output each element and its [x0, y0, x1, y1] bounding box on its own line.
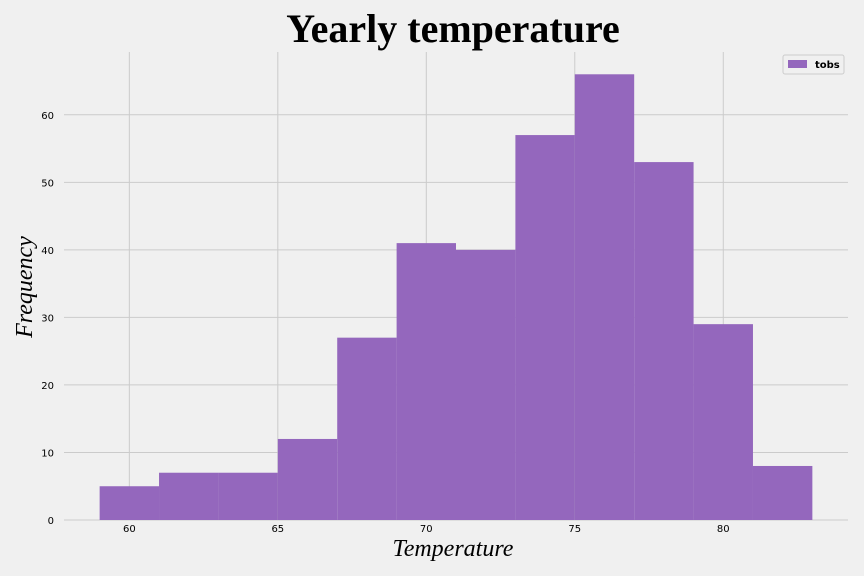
- histogram-bar: [693, 324, 753, 520]
- histogram-bar: [752, 465, 813, 520]
- histogram-bar: [159, 472, 219, 520]
- x-tick-label: 70: [420, 524, 433, 535]
- legend-swatch: [788, 60, 807, 68]
- histogram-bar: [218, 472, 278, 520]
- histogram-bar: [456, 249, 516, 521]
- x-tick-label: 65: [271, 524, 284, 535]
- x-tick-label: 60: [123, 524, 136, 535]
- x-tick-labels: 60 65 70 75 80: [123, 524, 730, 535]
- y-tick-labels: 0 10 20 30 40 50 60: [41, 111, 54, 527]
- y-axis-label: Frequency: [12, 236, 38, 339]
- chart-title: Yearly temperature: [286, 6, 620, 51]
- legend-label: tobs: [815, 60, 840, 71]
- x-tick-label: 80: [717, 524, 730, 535]
- y-tick-label: 10: [41, 448, 54, 459]
- legend-box: [782, 54, 845, 75]
- histogram-bar: [574, 74, 635, 521]
- histogram-bar: [277, 438, 338, 520]
- legend: tobs: [782, 54, 845, 75]
- x-tick-label: 75: [568, 524, 581, 535]
- y-tick-label: 20: [41, 381, 54, 392]
- histogram-bar: [99, 486, 160, 520]
- histogram-bar: [337, 337, 397, 520]
- y-tick-label: 30: [41, 313, 54, 324]
- histogram-bar: [515, 135, 575, 520]
- x-axis-label: Temperature: [393, 536, 514, 562]
- histogram-bar: [634, 162, 694, 520]
- bars: [99, 74, 813, 521]
- y-tick-label: 40: [41, 246, 54, 257]
- y-tick-label: 60: [41, 111, 54, 122]
- histogram-bar: [396, 243, 456, 520]
- y-tick-label: 50: [41, 178, 54, 189]
- y-tick-label: 0: [48, 516, 54, 527]
